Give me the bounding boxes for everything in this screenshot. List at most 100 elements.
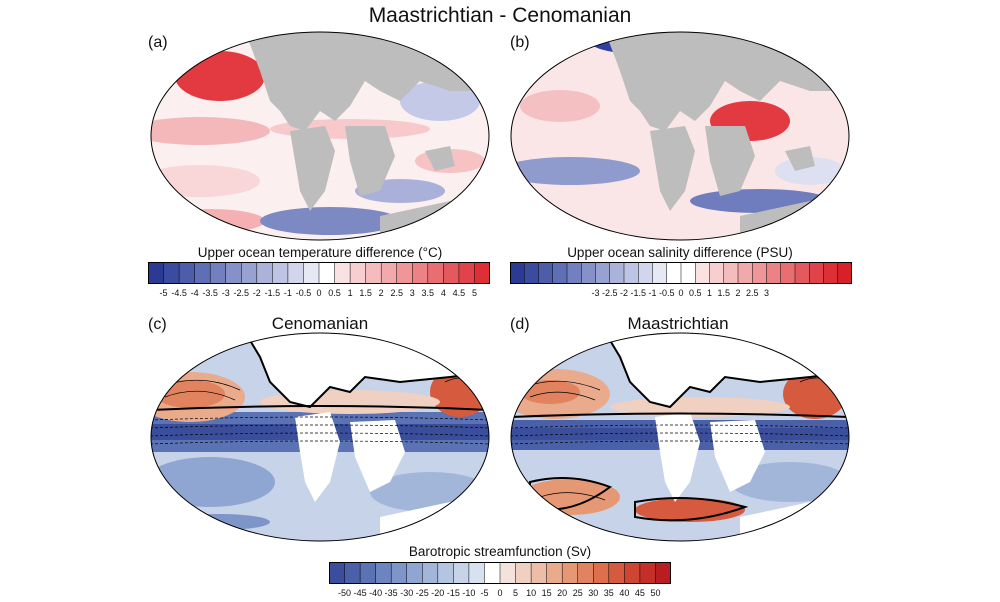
colorbar-tick-label: 1.5 — [359, 288, 372, 298]
temperature-colorbar-title: Upper ocean temperature difference (°C) — [197, 245, 443, 260]
colorbar-tick-label: -3 — [591, 288, 600, 298]
colorbar-swatch — [680, 262, 696, 284]
colorbar-swatch — [652, 262, 668, 284]
colorbar-tick-label: 3 — [409, 288, 415, 298]
colorbar-tick-label: -1 — [283, 288, 292, 298]
colorbar-swatch — [287, 262, 305, 284]
map-outline — [510, 31, 850, 241]
colorbar-swatch — [194, 262, 211, 284]
colorbar-swatch — [593, 562, 610, 584]
colorbar-swatch — [639, 562, 657, 584]
colorbar-swatch — [809, 262, 825, 284]
colorbar-swatch — [349, 262, 367, 284]
streamfunction-colorbar — [329, 562, 671, 584]
colorbar-swatch — [623, 262, 639, 284]
india — [425, 146, 455, 171]
colorbar-swatch — [163, 262, 180, 284]
maastrichtian-streamfunction-map — [510, 332, 850, 542]
colorbar-swatch — [566, 262, 582, 284]
panel-b-label: (b) — [510, 34, 530, 51]
map-outline — [510, 332, 850, 542]
colorbar-tick-label: -45 — [353, 588, 367, 598]
colorbar-swatch — [453, 562, 470, 584]
colorbar-swatch — [695, 262, 711, 284]
colorbar-swatch — [538, 262, 554, 284]
colorbar-tick-label: 1 — [706, 288, 713, 298]
africa — [350, 420, 405, 492]
colorbar-tick-label: -25 — [415, 588, 429, 598]
salinity-map — [510, 31, 850, 241]
africa — [345, 126, 395, 196]
colorbar-swatch — [624, 562, 641, 584]
colorbar-tick-label: -2 — [252, 288, 261, 298]
africa — [705, 126, 755, 196]
colorbar-swatch — [638, 262, 654, 284]
warm-anomaly-north-pacific — [175, 51, 265, 101]
colorbar-swatch — [380, 262, 398, 284]
salinity-colorbar-ticks: -3 -2.5 -2 -1.5 -1 -0.5 0 0.5 1 1.5 2 2.5 3 — [510, 288, 852, 300]
salinity-colorbar — [510, 262, 852, 284]
colorbar-tick-label: 3 — [763, 288, 770, 298]
colorbar-swatch — [303, 262, 320, 284]
colorbar-swatch — [766, 262, 782, 284]
colorbar-swatch — [655, 562, 671, 584]
colorbar-swatch — [546, 562, 563, 584]
colorbar-swatch — [334, 262, 351, 284]
colorbar-swatch — [148, 262, 165, 284]
africa — [710, 420, 765, 492]
colorbar-tick-label: -2.5 — [601, 288, 618, 298]
colorbar-swatch — [359, 562, 377, 584]
colorbar-swatch — [752, 262, 768, 284]
colorbar-tick-label: 35 — [603, 588, 614, 598]
panel-c-title: Cenomanian — [271, 314, 369, 333]
colorbar-outline — [148, 262, 490, 284]
colorbar-tick-label: -0.5 — [658, 288, 675, 298]
colorbar-tick-label: 15 — [541, 588, 552, 598]
colorbar-tick-label: 40 — [619, 588, 630, 598]
colorbar-swatch — [823, 262, 839, 284]
colorbar-swatch — [412, 262, 429, 284]
colorbar-swatch — [524, 262, 540, 284]
colorbar-swatch — [499, 562, 517, 584]
cenomanian-streamfunction-map — [150, 332, 490, 542]
colorbar-swatch — [581, 262, 597, 284]
zero-contour — [151, 405, 489, 411]
streamfunction-colorbar-ticks: -50 -45 -40 -35 -30 -25 -20 -15 -10 -5 0 5 10 15 20 25 3… — [329, 588, 671, 600]
colorbar-swatch — [723, 262, 739, 284]
colorbar-swatch — [484, 562, 501, 584]
india — [785, 146, 815, 171]
colorbar-tick-label: 1.5 — [717, 288, 731, 298]
colorbar-tick-label: 30 — [588, 588, 599, 598]
map-outline — [150, 332, 490, 542]
colorbar-outline — [329, 562, 671, 584]
colorbar-swatch — [530, 562, 548, 584]
temperature-colorbar — [148, 262, 490, 284]
colorbar-tick-label: -2.5 — [233, 288, 250, 298]
colorbar-tick-label: -50 — [338, 588, 352, 598]
colorbar-outline — [510, 262, 852, 284]
colorbar-tick-label: -3.5 — [202, 288, 218, 298]
salinity-colorbar-title: Upper ocean salinity difference (PSU) — [567, 245, 793, 260]
colorbar-tick-label: 0 — [316, 288, 322, 298]
colorbar-tick-label: -1.5 — [630, 288, 647, 298]
temperature-colorbar-ticks: -5 -4.5 -4 -3.5 -3 -2.5 -2 -1.5 -1 -0.5 0 0.5 1 1.5 2 2… — [148, 288, 490, 300]
colorbar-swatch — [666, 262, 682, 284]
colorbar-swatch — [780, 262, 796, 284]
colorbar-tick-label: 2 — [378, 288, 384, 298]
colorbar-tick-label: 5 — [513, 588, 519, 598]
colorbar-swatch — [241, 262, 258, 284]
colorbar-swatch — [396, 262, 413, 284]
colorbar-tick-label: 2.5 — [390, 288, 403, 298]
colorbar-tick-label: -4 — [190, 288, 199, 298]
colorbar-swatch — [318, 262, 336, 284]
colorbar-swatch — [422, 562, 439, 584]
colorbar-tick-label: -5 — [480, 588, 489, 598]
colorbar-swatch — [437, 562, 454, 584]
colorbar-swatch — [552, 262, 568, 284]
south-america — [290, 126, 335, 211]
colorbar-tick-label: 4.5 — [452, 288, 466, 298]
panel-a-label: (a) — [148, 34, 168, 51]
colorbar-swatch — [272, 262, 289, 284]
colorbar-tick-label: -1 — [648, 288, 657, 298]
warm-anomaly-tropical — [151, 117, 270, 145]
